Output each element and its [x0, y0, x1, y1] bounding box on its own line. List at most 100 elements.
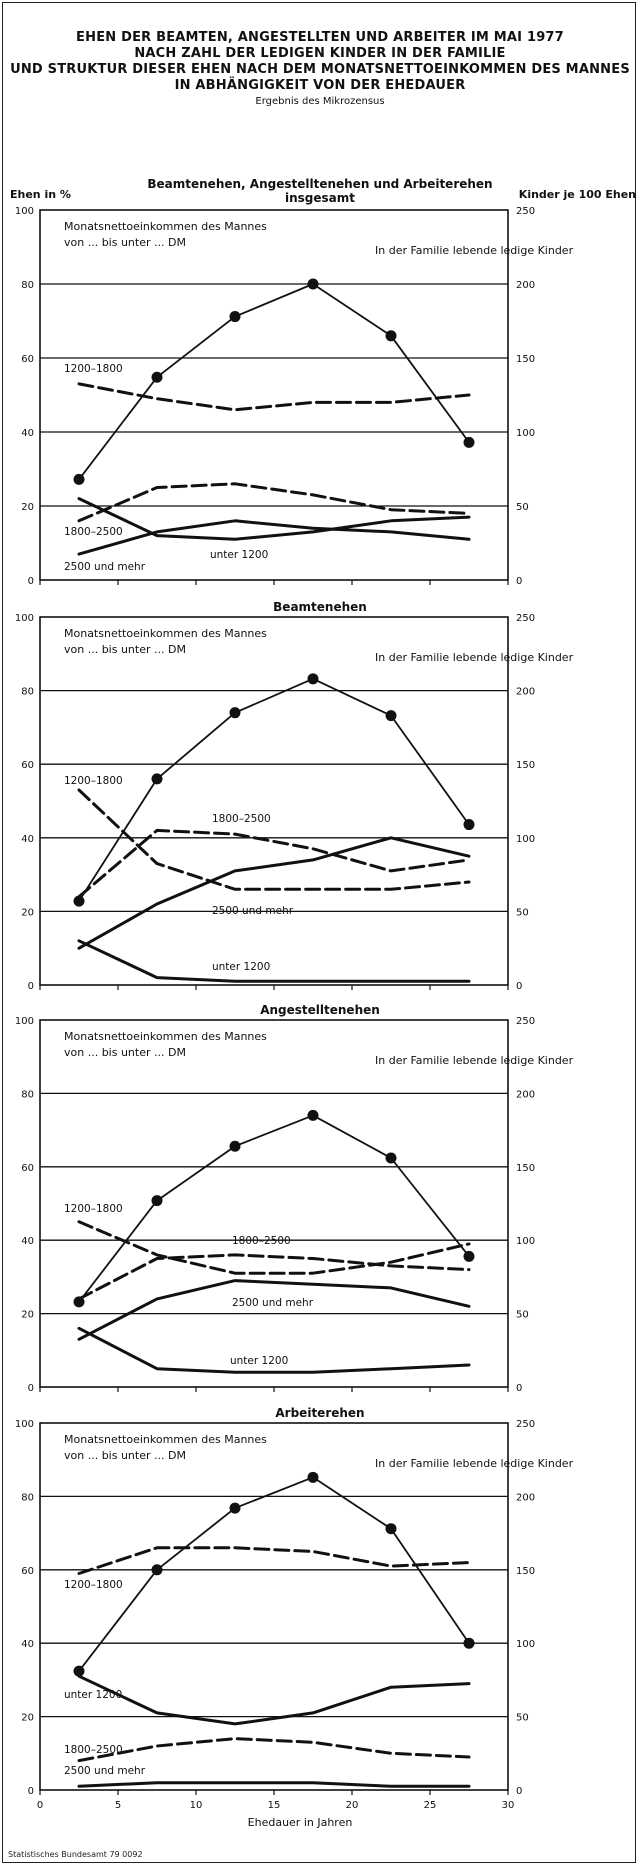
series-line-2500-und-mehr [77, 1279, 471, 1341]
y-tick-label: 100 [15, 206, 34, 217]
series-label-1800-2500: 1800–2500 [212, 813, 271, 825]
data-point-kinder [73, 895, 85, 907]
plot-border [39, 1422, 509, 1791]
series-line-in-der-familie-lebende-ledige-kinder [78, 283, 470, 481]
y-tick-label: 20 [21, 1310, 34, 1321]
data-point-kinder [73, 1665, 85, 1677]
y2-tick-label: 0 [516, 576, 522, 587]
y2-tick-label: 100 [516, 1639, 535, 1650]
y-tick-label: 60 [21, 1566, 34, 1577]
y-tick-label: 0 [28, 981, 34, 992]
data-point-kinder [307, 278, 319, 290]
series-line-1800-2500 [77, 1737, 471, 1763]
data-point-kinder [307, 1471, 319, 1483]
x-tick-label: 5 [115, 1800, 121, 1811]
data-point-kinder [463, 436, 475, 448]
series-line-unter-1200 [77, 1326, 471, 1374]
series-label-unter-1200: unter 1200 [230, 1355, 288, 1367]
panel-title: Beamtenehen [273, 600, 367, 614]
income-legend-line-2: von ... bis unter ... DM [64, 1449, 186, 1462]
y2-tick-label: 200 [516, 687, 535, 698]
y-tick-label: 20 [21, 907, 34, 918]
subtitle: Ergebnis des Mikrozensus [255, 96, 385, 107]
y-tick-label: 80 [21, 687, 34, 698]
data-point-kinder [385, 1523, 397, 1535]
y-tick-label: 60 [21, 354, 34, 365]
y2-tick-label: 200 [516, 280, 535, 291]
data-point-kinder [73, 473, 85, 485]
y-tick-label: 40 [21, 428, 34, 439]
series-label-2500-und-mehr: 2500 und mehr [232, 1297, 314, 1309]
series-line-unter-1200 [77, 1674, 471, 1726]
series-label-unter-1200: unter 1200 [212, 961, 270, 973]
series-label-1200-1800: 1200–1800 [64, 1579, 123, 1591]
x-tick-label: 0 [37, 1800, 43, 1811]
y2-tick-label: 250 [516, 206, 535, 217]
y2-tick-label: 150 [516, 1163, 535, 1174]
left-axis-title: Ehen in % [10, 188, 71, 201]
title-line-1: EHEN DER BEAMTEN, ANGESTELLTEN UND ARBEI… [76, 30, 564, 45]
y-tick-label: 80 [21, 1089, 34, 1100]
income-legend-line-1: Monatsnettoeinkommen des Mannes [64, 1030, 267, 1043]
y2-tick-label: 200 [516, 1089, 535, 1100]
data-point-kinder [385, 330, 397, 342]
series-line-in-der-familie-lebende-ledige-kinder [78, 1114, 470, 1303]
y-tick-label: 0 [28, 1786, 34, 1797]
y2-tick-label: 50 [516, 1713, 529, 1724]
y2-tick-label: 50 [516, 907, 529, 918]
y2-tick-label: 0 [516, 1383, 522, 1394]
y2-tick-label: 250 [516, 1016, 535, 1027]
series-line-2500-und-mehr [77, 519, 471, 556]
y2-tick-label: 0 [516, 1786, 522, 1797]
series-line-unter-1200 [77, 497, 471, 541]
series-line-in-der-familie-lebende-ledige-kinder [78, 1476, 470, 1672]
income-legend-line-2: von ... bis unter ... DM [64, 236, 186, 249]
series-label-kinder: In der Familie lebende ledige Kinder [375, 1054, 574, 1067]
source-note: Statistisches Bundesamt 79 0092 [8, 1850, 143, 1859]
x-tick-label: 25 [424, 1800, 437, 1811]
x-tick-label: 15 [268, 1800, 281, 1811]
series-label-1800-2500: 1800–2500 [64, 526, 123, 538]
panel-title: Arbeiterehen [275, 1406, 364, 1420]
data-point-kinder [151, 773, 163, 785]
series-label-kinder: In der Familie lebende ledige Kinder [375, 244, 574, 257]
y-tick-label: 40 [21, 1639, 34, 1650]
y2-tick-label: 100 [516, 1236, 535, 1247]
data-point-kinder [151, 1564, 163, 1576]
data-point-kinder [229, 1140, 241, 1152]
x-axis-title: Ehedauer in Jahren [248, 1816, 353, 1829]
series-label-1200-1800: 1200–1800 [64, 1203, 123, 1215]
income-legend-line-1: Monatsnettoeinkommen des Mannes [64, 220, 267, 233]
income-legend-line-1: Monatsnettoeinkommen des Mannes [64, 1433, 267, 1446]
x-tick-label: 10 [190, 1800, 203, 1811]
series-line-2500-und-mehr [77, 836, 471, 950]
series-line-1200-1800 [77, 382, 471, 412]
series-line-1200-1800 [77, 788, 471, 891]
y-tick-label: 80 [21, 280, 34, 291]
title-line-4: IN ABHÄNGIGKEIT VON DER EHEDAUER [174, 78, 466, 93]
data-point-kinder [73, 1296, 85, 1308]
y-tick-label: 20 [21, 502, 34, 513]
series-label-2500-und-mehr: 2500 und mehr [64, 1765, 146, 1777]
series-line-1200-1800 [77, 1546, 471, 1575]
series-line-1800-2500 [77, 482, 471, 523]
data-point-kinder [307, 673, 319, 685]
data-point-kinder [463, 1637, 475, 1649]
series-label-kinder: In der Familie lebende ledige Kinder [375, 651, 574, 664]
income-legend-line-2: von ... bis unter ... DM [64, 643, 186, 656]
series-label-1200-1800: 1200–1800 [64, 363, 123, 375]
panel-title-line-2: insgesamt [285, 191, 355, 205]
data-point-kinder [151, 371, 163, 383]
data-point-kinder [463, 1250, 475, 1262]
panel-angestelltenehen: Angestelltenehen 0 20 40 60 80 100 0 50 100 150 200… [15, 1003, 574, 1394]
series-line-unter-1200 [77, 939, 471, 983]
y2-tick-label: 250 [516, 613, 535, 624]
data-point-kinder [151, 1195, 163, 1207]
y2-tick-label: 150 [516, 1566, 535, 1577]
y-tick-label: 60 [21, 1163, 34, 1174]
series-label-1800-2500: 1800–2500 [64, 1744, 123, 1756]
y2-tick-label: 150 [516, 760, 535, 771]
right-axis-title: Kinder je 100 Ehen [519, 188, 636, 201]
income-legend-line-1: Monatsnettoeinkommen des Mannes [64, 627, 267, 640]
series-label-2500-und-mehr: 2500 und mehr [64, 561, 146, 573]
